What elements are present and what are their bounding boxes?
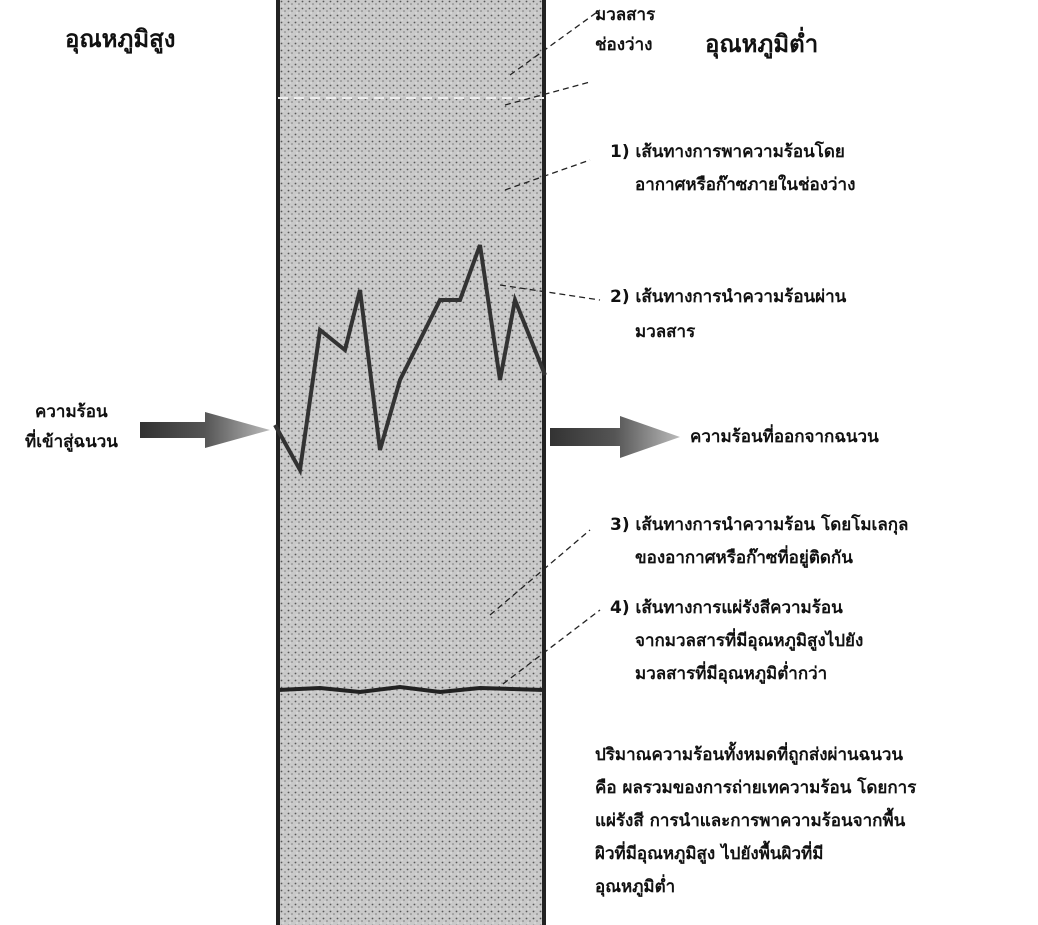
label: อุณหภูมิสูง: [65, 25, 176, 55]
arrow-out: [550, 416, 680, 458]
label: ความร้อนที่ออกจากฉนวน: [690, 424, 879, 447]
label: อากาศหรือก๊าซภายในช่องว่าง: [635, 174, 855, 195]
label: 4) เส้นทางการแผ่รังสีความร้อน: [610, 597, 843, 618]
summary: แผ่รังสี การนำและการพาความร้อนจากพื้น: [595, 807, 906, 831]
label: ของอากาศหรือก๊าซที่อยู่ติดกัน: [635, 545, 853, 569]
label: 3) เส้นทางการนำความร้อน โดยโมเลกุล: [610, 514, 908, 535]
summary: ปริมาณความร้อนทั้งหมดที่ถูกส่งผ่านฉนวน: [595, 741, 903, 766]
label: อุณหภูมิต่ำ: [705, 26, 818, 60]
label: มวลสาร: [595, 5, 656, 25]
label: มวลสารที่มีอุณหภูมิต่ำกว่า: [635, 661, 827, 685]
label: ช่องว่าง: [595, 35, 652, 55]
label: มวลสาร: [635, 322, 696, 342]
arrow-in: [140, 412, 270, 448]
label: 2) เส้นทางการนำความร้อนผ่าน: [610, 287, 847, 307]
summary: คือ ผลรวมของการถ่ายเทความร้อน โดยการ: [595, 777, 917, 798]
summary: ผิวที่มีอุณหภูมิสูง ไปยังพื้นผิวที่มี: [595, 840, 824, 865]
label: 1) เส้นทางการพาความร้อนโดย: [610, 141, 845, 162]
summary: อุณหภูมิต่ำ: [595, 874, 675, 898]
label: ที่เข้าสู่ฉนวน: [25, 429, 118, 453]
label: จากมวลสารที่มีอุณหภูมิสูงไปยัง: [635, 628, 863, 652]
diagram: อุณหภูมิสูง อุณหภูมิต่ำ มวลสาร ช่องว่าง …: [0, 0, 1038, 925]
insulation: [278, 0, 544, 925]
label: ความร้อน: [35, 402, 108, 422]
